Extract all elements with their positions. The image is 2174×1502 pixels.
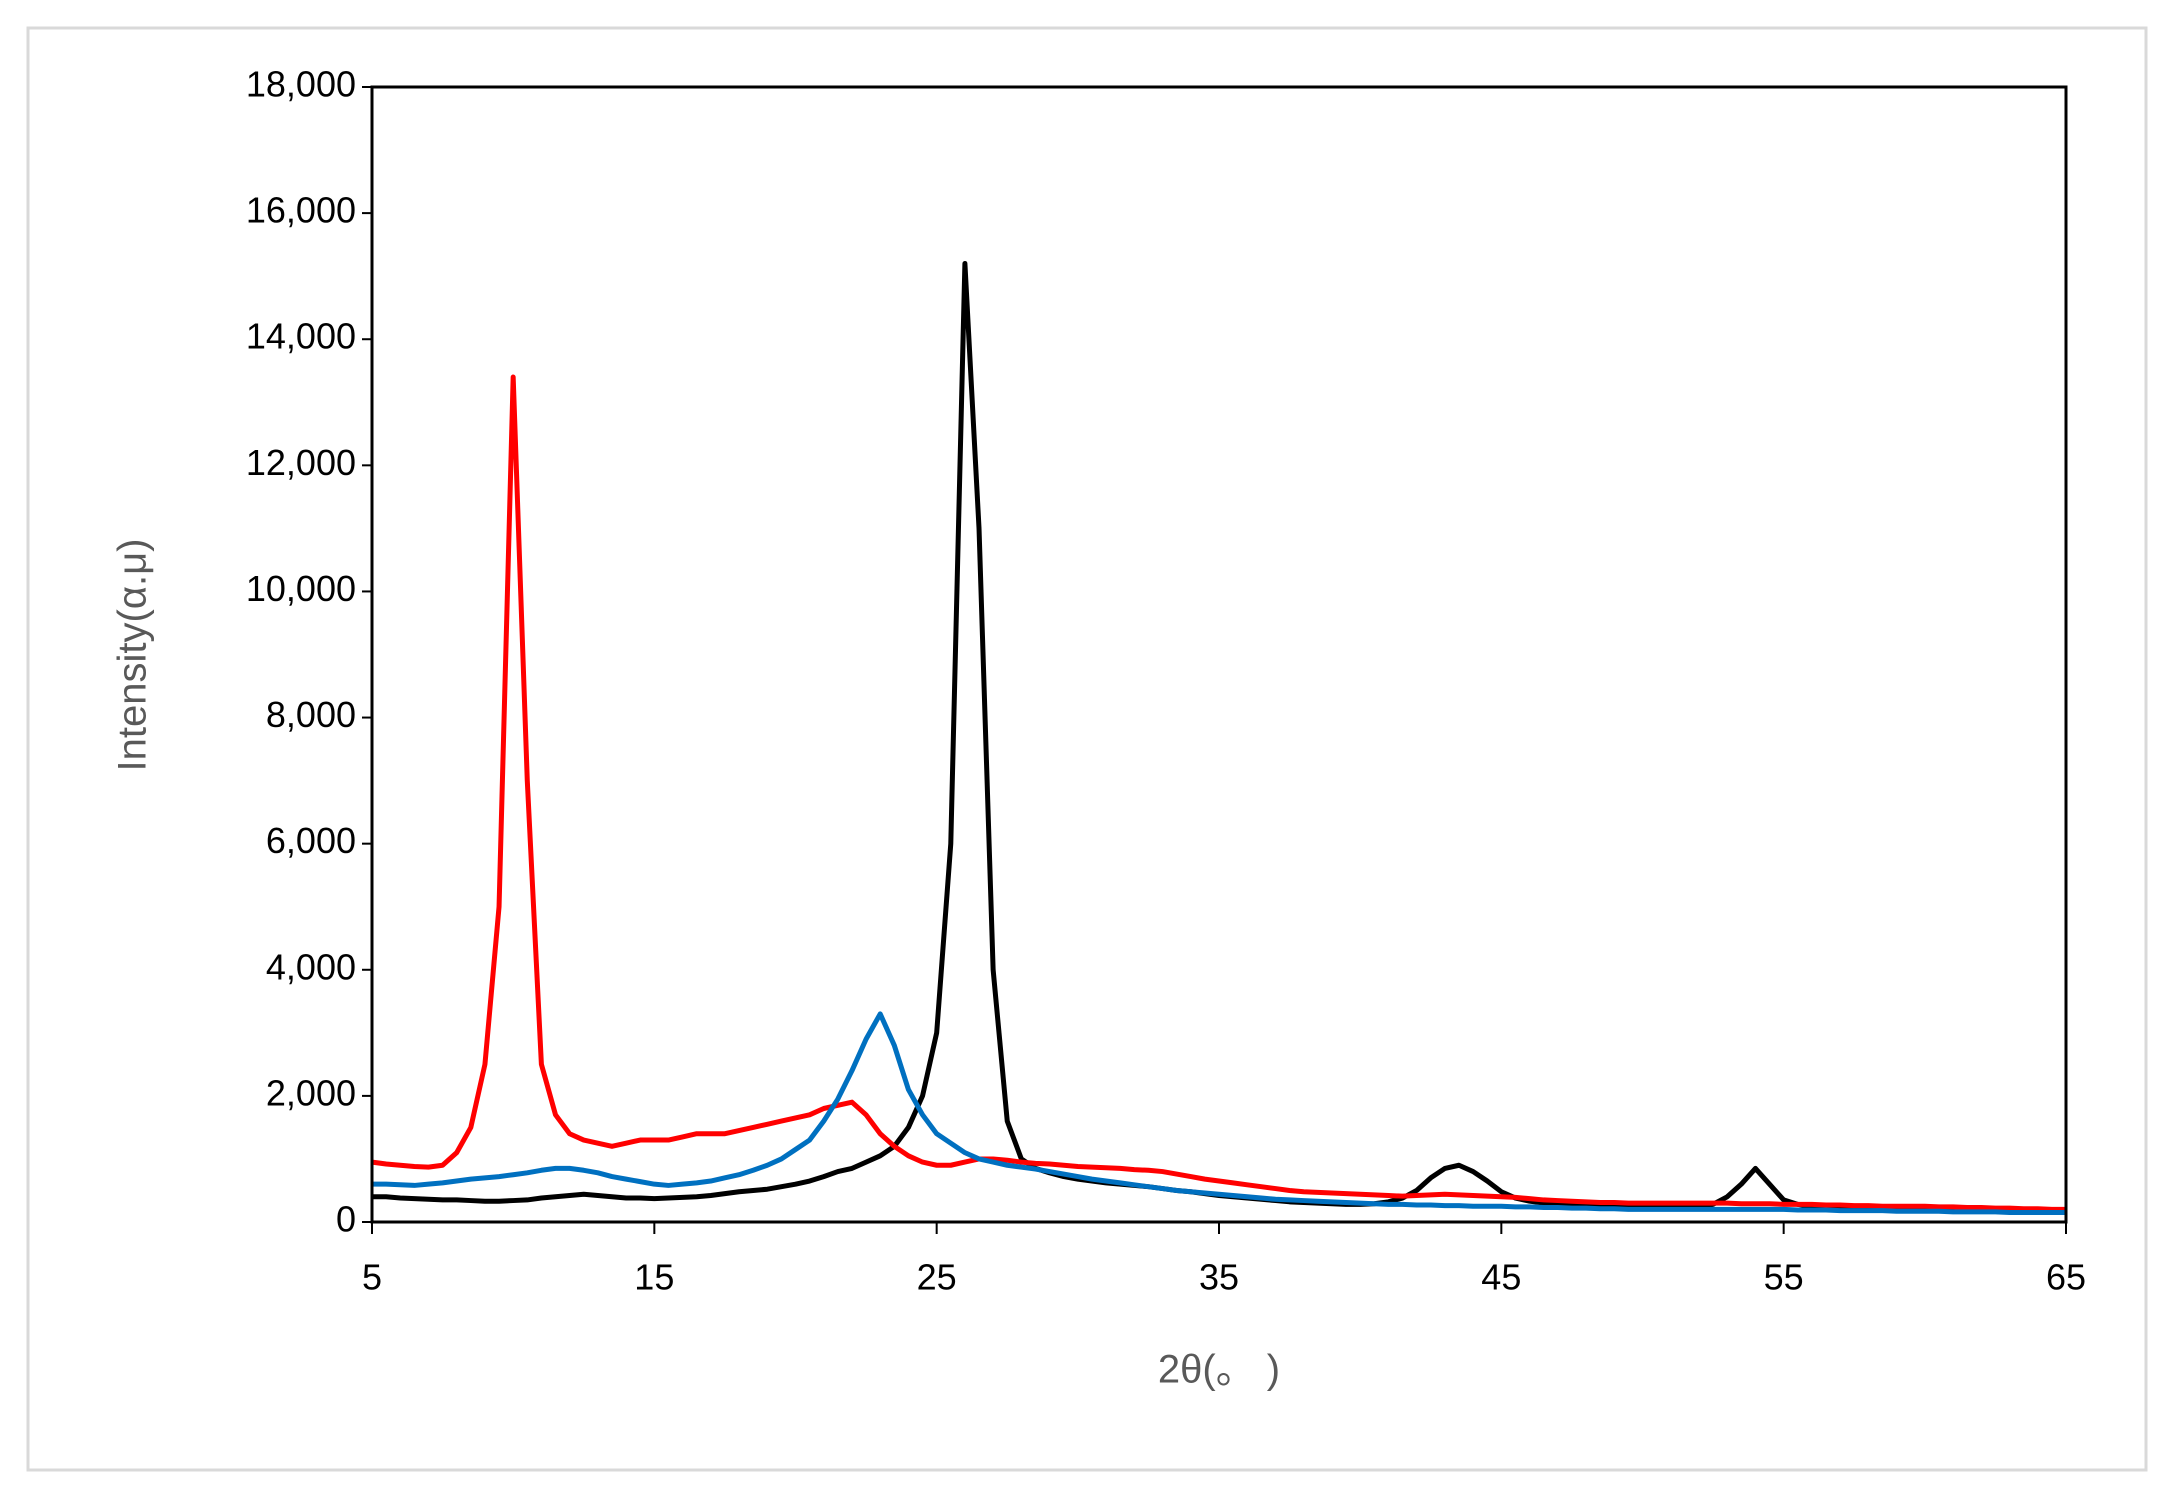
chart-border: [26, 26, 2148, 1472]
y-tick-label: 8,000: [266, 694, 356, 735]
x-axis-title: 2θ(。 ): [1158, 1348, 1280, 1392]
y-axis-title: Intensity(α.μ): [111, 539, 155, 772]
y-tick-label: 6,000: [266, 820, 356, 861]
x-tick-label: 35: [1199, 1257, 1239, 1298]
x-tick-label: 15: [634, 1257, 674, 1298]
x-tick-label: 55: [1764, 1257, 1804, 1298]
x-tick-label: 25: [917, 1257, 957, 1298]
y-tick-label: 10,000: [246, 568, 356, 609]
y-tick-label: 14,000: [246, 316, 356, 357]
x-tick-label: 45: [1481, 1257, 1521, 1298]
x-tick-label: 65: [2046, 1257, 2086, 1298]
y-tick-label: 18,000: [246, 64, 356, 105]
x-tick-label: 5: [362, 1257, 382, 1298]
plot-frame: [370, 85, 2068, 1224]
data-line: [372, 1011, 2066, 1216]
y-tick-label: 2,000: [266, 1072, 356, 1113]
y-tick-label: 4,000: [266, 946, 356, 987]
y-tick-label: 16,000: [246, 190, 356, 231]
data-line: [371, 374, 2066, 1212]
y-tick-label: 0: [336, 1199, 356, 1240]
y-tick-label: 12,000: [246, 442, 356, 483]
